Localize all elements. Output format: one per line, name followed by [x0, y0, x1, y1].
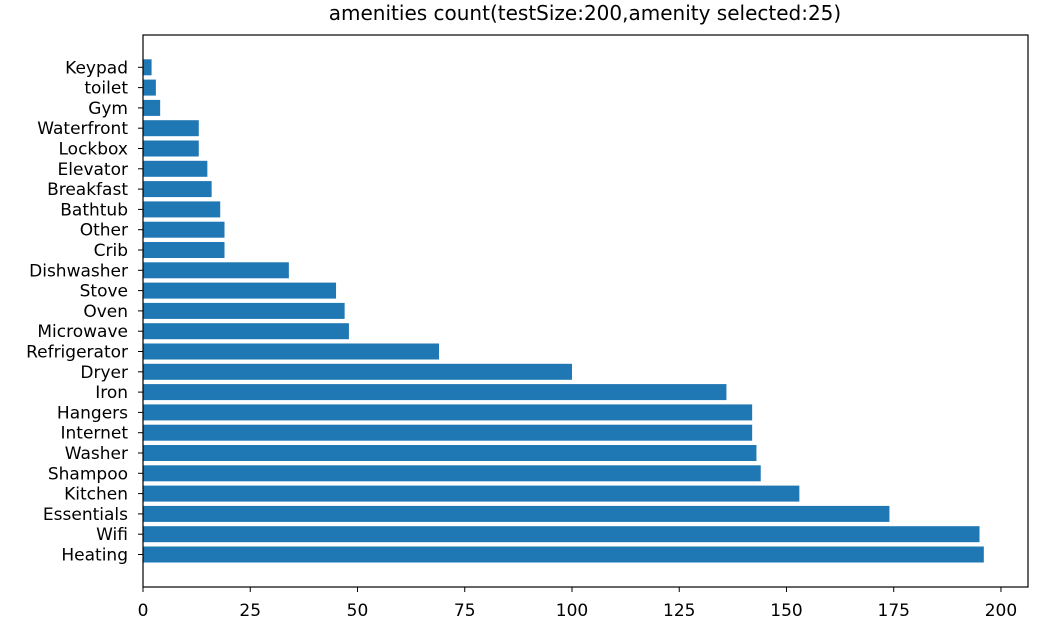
bar-stove	[143, 282, 337, 299]
bar-refrigerator	[143, 343, 440, 360]
x-tick-label: 150	[770, 601, 802, 621]
bar-internet	[143, 424, 753, 441]
x-tick-label: 175	[878, 601, 910, 621]
bar-microwave	[143, 323, 349, 340]
bar-gym	[143, 99, 161, 116]
y-tick-label: Shampoo	[48, 464, 128, 484]
y-tick-label: Washer	[65, 444, 128, 464]
bar-other	[143, 221, 225, 238]
y-tick-label: Kitchen	[64, 485, 128, 505]
y-tick-label: Essentials	[43, 505, 128, 525]
bar-crib	[143, 242, 225, 258]
bar-toilet	[143, 79, 156, 96]
bar-essentials	[143, 505, 890, 522]
bar-washer	[143, 445, 757, 461]
x-tick-label: 50	[347, 601, 369, 621]
bars-group	[143, 59, 984, 563]
y-tick-label: Breakfast	[47, 180, 128, 200]
bar-keypad	[143, 59, 152, 76]
bar-waterfront	[143, 120, 199, 137]
y-tick-label: toilet	[84, 79, 128, 99]
chart-title: amenities count(testSize:200,amenity sel…	[329, 1, 841, 25]
bar-iron	[143, 384, 727, 401]
y-tick-label: Hangers	[57, 403, 128, 423]
y-tick-label: Stove	[80, 282, 128, 302]
y-tick-label: Wifi	[96, 525, 128, 545]
x-tick-label: 200	[985, 601, 1017, 621]
y-tick-label: Bathtub	[60, 200, 128, 220]
bar-breakfast	[143, 181, 212, 198]
x-tick-label: 25	[239, 601, 261, 621]
bar-shampoo	[143, 465, 761, 482]
bar-hangers	[143, 404, 753, 421]
y-tick-label: Heating	[61, 546, 128, 566]
y-tick-label: Waterfront	[37, 119, 128, 139]
y-tick-label: Elevator	[58, 160, 128, 180]
y-tick-label: Other	[80, 221, 128, 241]
bar-wifi	[143, 526, 980, 543]
y-tick-label: Gym	[88, 99, 128, 119]
y-axis-ticks: HeatingWifiEssentialsKitchenShampooWashe…	[26, 58, 143, 566]
y-tick-label: Refrigerator	[26, 343, 128, 363]
bar-dishwasher	[143, 262, 289, 279]
y-tick-label: Dishwasher	[29, 261, 128, 281]
bar-lockbox	[143, 140, 199, 157]
bar-kitchen	[143, 485, 800, 502]
y-tick-label: Lockbox	[59, 140, 129, 160]
bar-heating	[143, 546, 984, 563]
bar-elevator	[143, 160, 208, 177]
y-tick-label: Oven	[83, 302, 128, 322]
y-tick-label: Microwave	[37, 322, 128, 342]
x-tick-label: 75	[454, 601, 476, 621]
y-tick-label: Internet	[60, 424, 128, 444]
bar-dryer	[143, 363, 572, 380]
x-tick-label: 0	[138, 601, 149, 621]
y-tick-label: Iron	[95, 383, 128, 403]
x-axis-ticks: 0 25 50 75 100 125 150 175 200	[138, 587, 1017, 621]
y-tick-label: Crib	[94, 241, 128, 261]
y-tick-label: Keypad	[65, 58, 128, 78]
x-tick-label: 100	[556, 601, 588, 621]
y-tick-label: Dryer	[80, 363, 128, 383]
bar-oven	[143, 302, 345, 319]
bar-bathtub	[143, 201, 221, 218]
x-tick-label: 125	[663, 601, 695, 621]
plot-frame	[142, 34, 1029, 588]
